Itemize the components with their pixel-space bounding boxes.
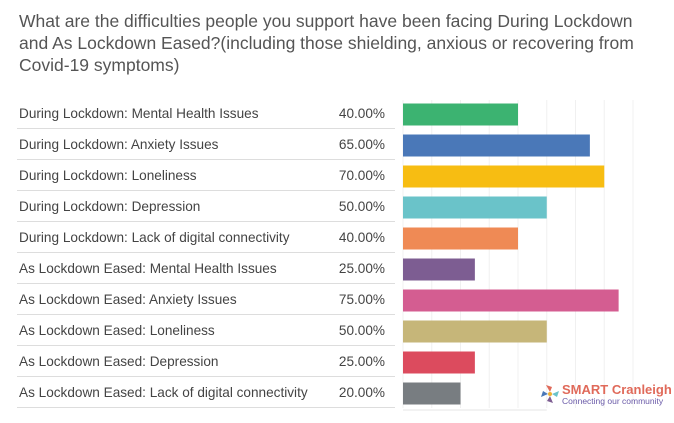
table-row: As Lockdown Eased: Mental Health Issues 2… [17, 253, 395, 284]
value-label: 65.00% [338, 137, 385, 152]
bar [403, 382, 461, 405]
table-row: During Lockdown: Anxiety Issues 65.00% [17, 129, 395, 160]
logo-icon [541, 385, 559, 403]
table-row: As Lockdown Eased: Depression 25.00% [17, 346, 395, 377]
value-label: 75.00% [338, 292, 385, 307]
logo-tagline: Connecting our community [562, 396, 664, 406]
value-label: 50.00% [338, 323, 385, 338]
bar [403, 289, 619, 312]
bar [403, 103, 518, 126]
category-label: As Lockdown Eased: Lack of digital conne… [19, 385, 308, 400]
category-label: As Lockdown Eased: Depression [19, 354, 219, 369]
category-label: As Lockdown Eased: Loneliness [19, 323, 215, 338]
category-label: During Lockdown: Mental Health Issues [19, 106, 259, 121]
value-label: 40.00% [338, 230, 385, 245]
chart-title: What are the difficulties people you sup… [19, 11, 634, 75]
smart-cranleigh-logo: SMART Cranleigh Connecting our community [540, 382, 672, 408]
value-label: 20.00% [338, 385, 385, 400]
table-row: As Lockdown Eased: Lack of digital conne… [17, 377, 395, 408]
bar [403, 320, 547, 343]
value-label: 70.00% [338, 168, 385, 183]
bar [403, 227, 518, 250]
category-label: During Lockdown: Loneliness [19, 168, 197, 183]
bar [403, 258, 475, 281]
table-row: During Lockdown: Loneliness 70.00% [17, 160, 395, 191]
category-label: As Lockdown Eased: Mental Health Issues [19, 261, 277, 276]
category-label: During Lockdown: Depression [19, 199, 201, 214]
bar [403, 351, 475, 374]
value-label: 40.00% [338, 106, 385, 121]
bar [403, 165, 605, 188]
category-label: During Lockdown: Lack of digital connect… [19, 230, 290, 245]
value-label: 50.00% [338, 199, 385, 214]
category-label: During Lockdown: Anxiety Issues [19, 137, 219, 152]
category-label: As Lockdown Eased: Anxiety Issues [19, 292, 237, 307]
bar [403, 196, 547, 219]
bar [403, 134, 590, 157]
value-label: 25.00% [338, 261, 385, 276]
table-row: As Lockdown Eased: Anxiety Issues 75.00% [17, 284, 395, 315]
table-row: As Lockdown Eased: Loneliness 50.00% [17, 315, 395, 346]
table-row: During Lockdown: Lack of digital connect… [17, 222, 395, 253]
table-row: During Lockdown: Mental Health Issues 40.… [17, 98, 395, 129]
logo-name: SMART Cranleigh [562, 382, 672, 397]
category-rows: During Lockdown: Mental Health Issues 40.… [17, 98, 395, 408]
table-row: During Lockdown: Depression 50.00% [17, 191, 395, 222]
value-label: 25.00% [338, 354, 385, 369]
